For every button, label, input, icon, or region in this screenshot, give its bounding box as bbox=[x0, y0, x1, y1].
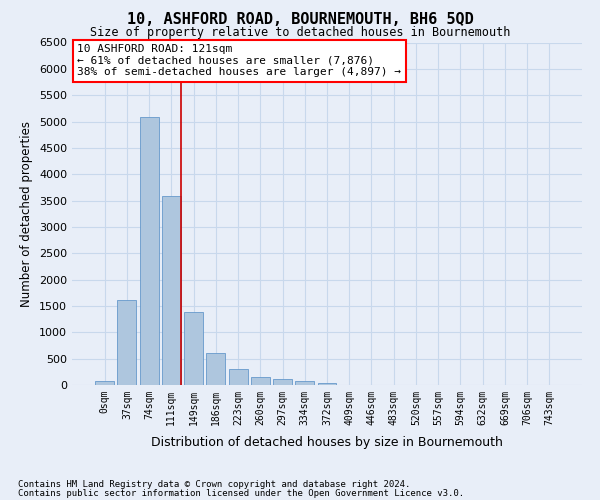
Bar bbox=[317, 382, 337, 385]
Text: 10 ASHFORD ROAD: 121sqm
← 61% of detached houses are smaller (7,876)
38% of semi: 10 ASHFORD ROAD: 121sqm ← 61% of detache… bbox=[77, 44, 401, 78]
Bar bbox=[184, 312, 203, 385]
Bar bbox=[118, 300, 136, 385]
Y-axis label: Number of detached properties: Number of detached properties bbox=[20, 120, 34, 306]
Bar bbox=[229, 369, 248, 385]
Bar bbox=[295, 381, 314, 385]
Text: 10, ASHFORD ROAD, BOURNEMOUTH, BH6 5QD: 10, ASHFORD ROAD, BOURNEMOUTH, BH6 5QD bbox=[127, 12, 473, 28]
Bar bbox=[140, 118, 158, 385]
Bar bbox=[95, 382, 114, 385]
Bar bbox=[273, 378, 292, 385]
Text: Contains public sector information licensed under the Open Government Licence v3: Contains public sector information licen… bbox=[18, 489, 464, 498]
Text: Size of property relative to detached houses in Bournemouth: Size of property relative to detached ho… bbox=[90, 26, 510, 39]
Bar bbox=[251, 377, 270, 385]
Bar bbox=[206, 354, 225, 385]
X-axis label: Distribution of detached houses by size in Bournemouth: Distribution of detached houses by size … bbox=[151, 436, 503, 449]
Text: Contains HM Land Registry data © Crown copyright and database right 2024.: Contains HM Land Registry data © Crown c… bbox=[18, 480, 410, 489]
Bar bbox=[162, 196, 181, 385]
